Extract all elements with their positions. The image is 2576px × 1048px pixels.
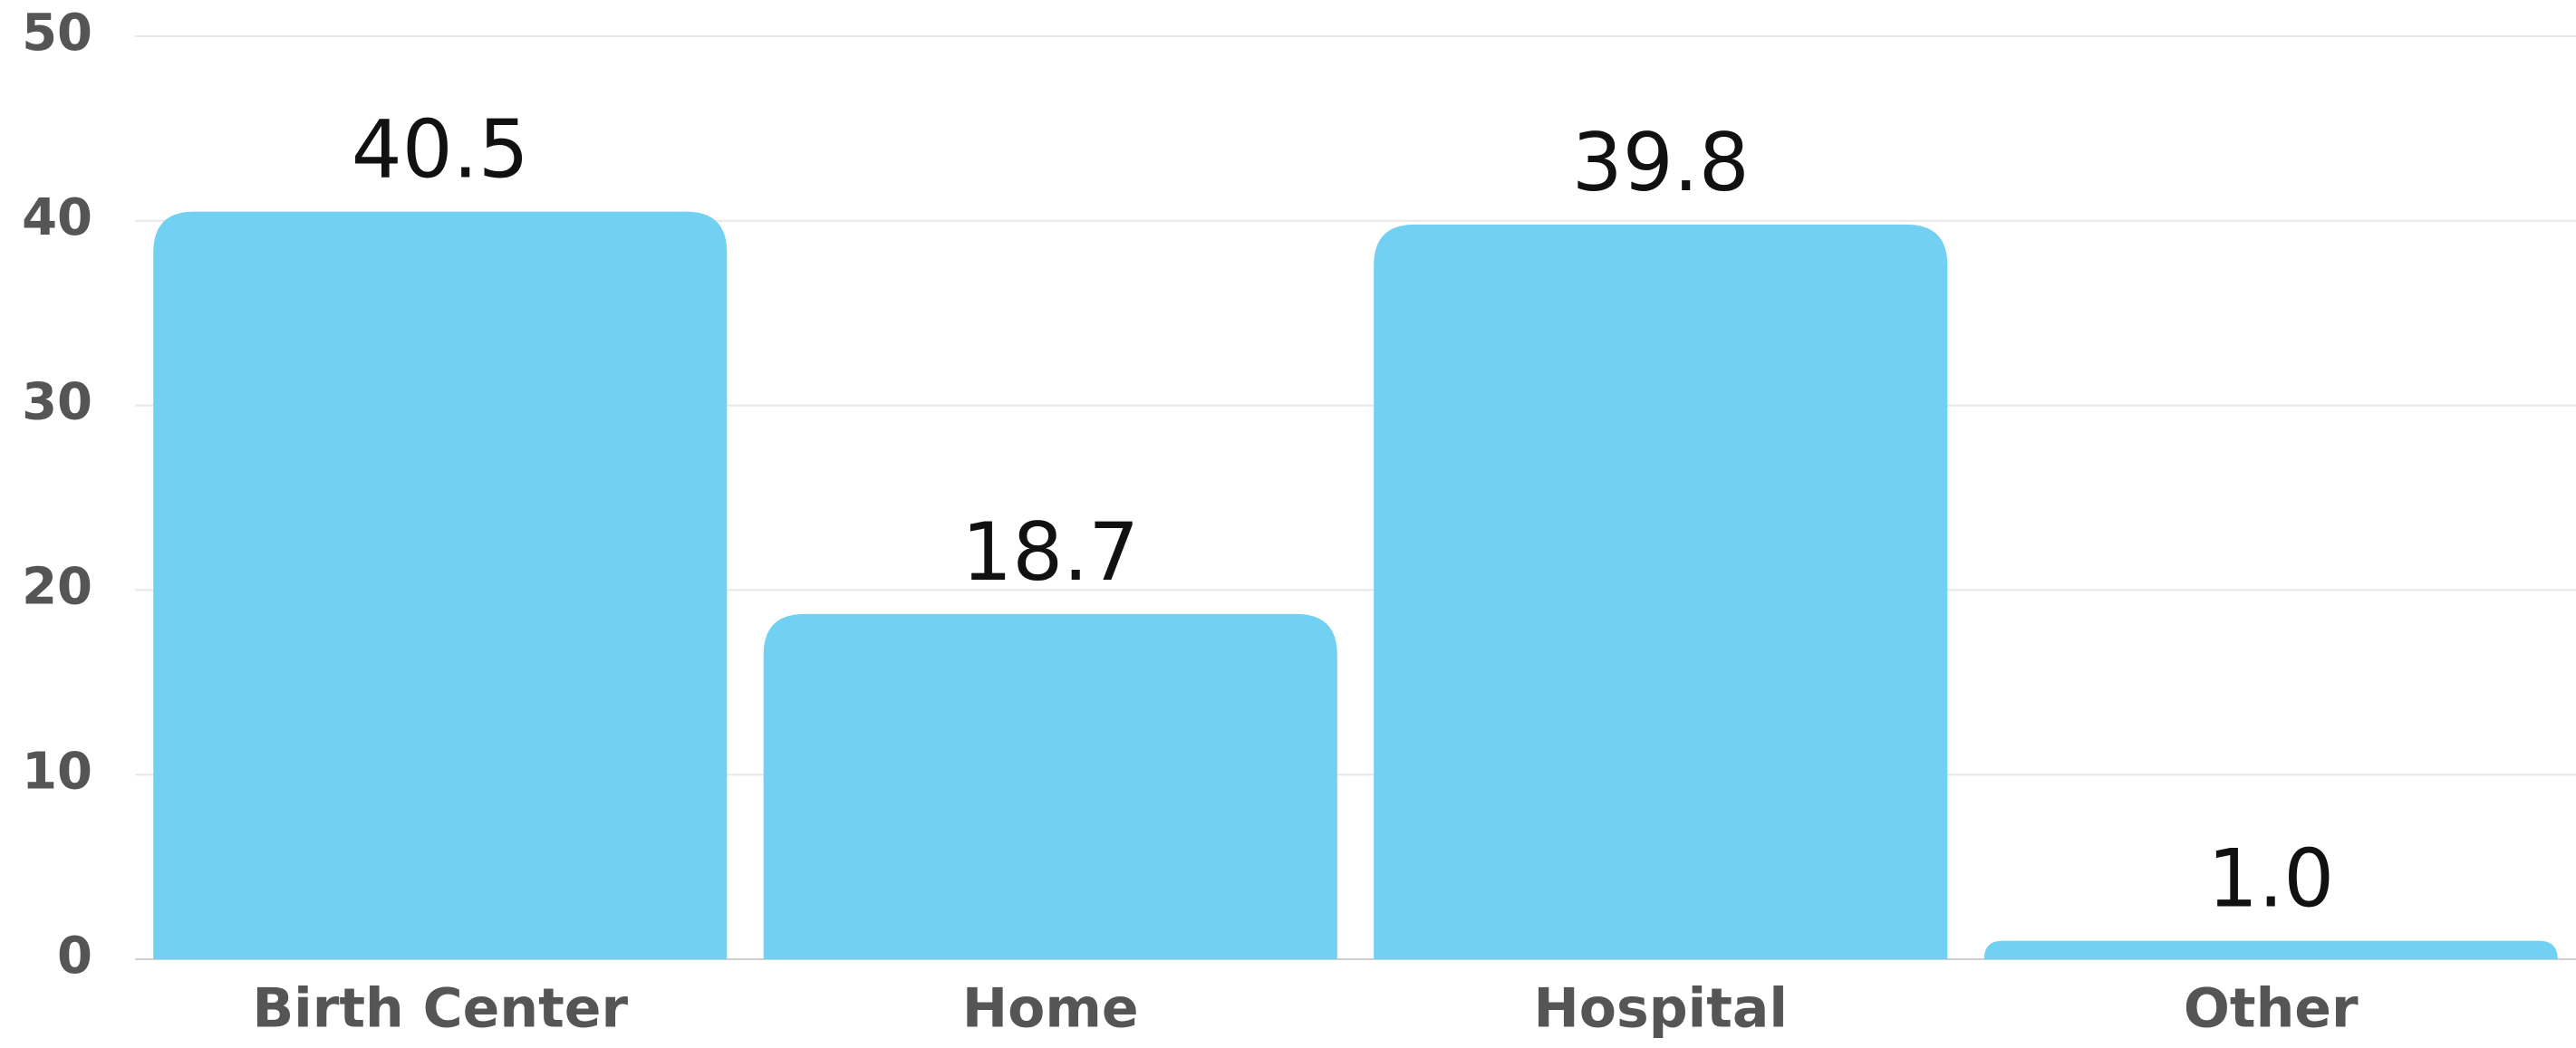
value-label: 1.0 <box>2207 832 2334 926</box>
value-label: 39.8 <box>1572 116 1750 209</box>
bar <box>763 613 1337 959</box>
x-tick-label: Other <box>2184 977 2359 1041</box>
y-tick-label: 40 <box>22 188 92 247</box>
x-tick-label: Birth Center <box>252 977 628 1041</box>
value-label: 18.7 <box>961 505 1139 599</box>
bar <box>1374 224 1948 960</box>
bar <box>1983 940 2558 959</box>
value-label: 40.5 <box>352 103 529 197</box>
x-tick-label: Hospital <box>1534 977 1788 1041</box>
y-tick-label: 50 <box>22 4 92 62</box>
y-tick-label: 0 <box>57 927 92 986</box>
y-tick-label: 20 <box>22 558 92 617</box>
y-tick-label: 30 <box>22 373 92 432</box>
bar <box>153 211 728 960</box>
x-tick-label: Home <box>962 977 1139 1041</box>
y-tick-label: 10 <box>22 742 92 801</box>
